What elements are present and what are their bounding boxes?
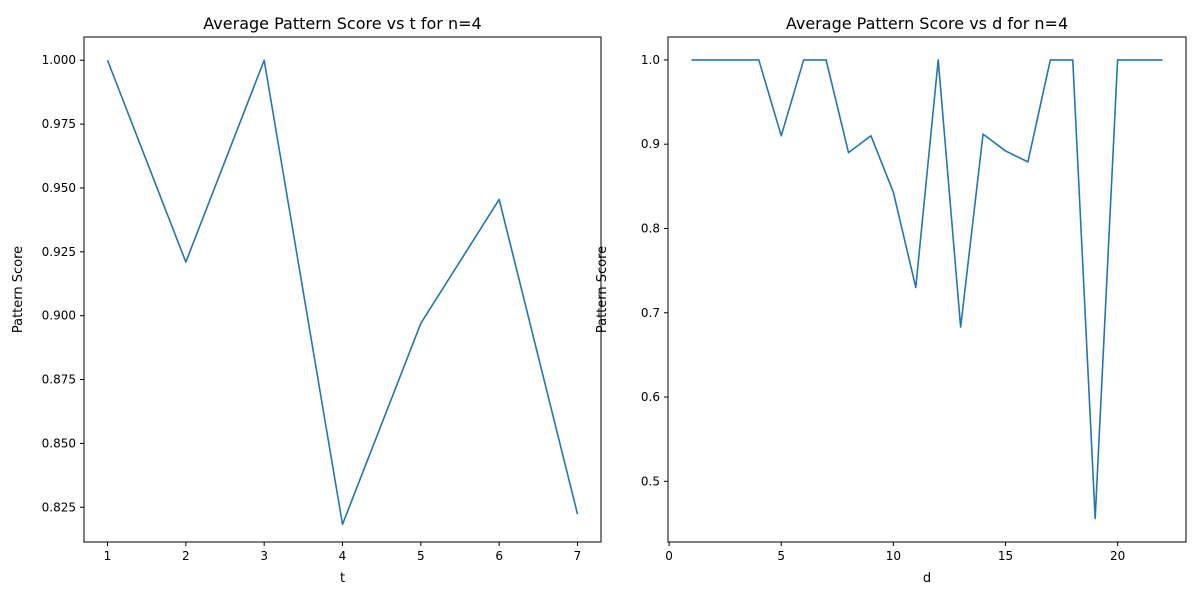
y-axis-label: Pattern Score [11, 246, 26, 333]
x-tick-label: 7 [574, 549, 582, 563]
y-tick-label: 0.975 [42, 117, 76, 131]
y-tick-label: 0.5 [641, 474, 660, 488]
y-tick-label: 0.900 [42, 309, 76, 323]
chart-title: Average Pattern Score vs d for n=4 [786, 14, 1068, 33]
x-tick-label: 1 [104, 549, 112, 563]
x-tick-label: 4 [339, 549, 347, 563]
plot-frame [667, 36, 1187, 543]
x-tick-label: 5 [417, 549, 425, 563]
x-tick-label: 20 [1110, 549, 1125, 563]
x-tick-label: 15 [998, 549, 1013, 563]
y-tick-label: 0.825 [42, 500, 76, 514]
y-tick-label: 1.0 [641, 53, 660, 67]
x-tick-label: 0 [665, 549, 673, 563]
x-tick-label: 5 [777, 549, 785, 563]
y-tick-label: 1.000 [42, 53, 76, 67]
y-tick-label: 0.925 [42, 245, 76, 259]
y-tick-label: 0.8 [641, 221, 660, 235]
chart-panel-2: Average Pattern Score vs d for n=4 0 5 10 15… [595, 14, 1187, 586]
plot-frame [83, 36, 602, 543]
y-tick-label: 0.6 [641, 390, 660, 404]
y-tick-label: 0.875 [42, 373, 76, 387]
y-tick-label: 0.7 [641, 306, 660, 320]
series-line [691, 59, 1163, 520]
x-tick-label: 3 [260, 549, 268, 563]
chart-panel-1: Average Pattern Score vs t for n=4 1 2 3 4 5 6… [11, 14, 602, 586]
y-tick-label: 0.9 [641, 137, 660, 151]
x-axis-label: t [340, 571, 345, 586]
y-axis-label: Pattern Score [595, 246, 610, 333]
y-tick-label: 0.950 [42, 181, 76, 195]
x-axis-label: d [923, 571, 931, 586]
series-line [106, 59, 579, 526]
x-tick-label: 2 [182, 549, 190, 563]
x-tick-label: 6 [495, 549, 503, 563]
chart-title: Average Pattern Score vs t for n=4 [203, 14, 481, 33]
y-tick-label: 0.850 [42, 436, 76, 450]
x-tick-label: 10 [886, 549, 901, 563]
